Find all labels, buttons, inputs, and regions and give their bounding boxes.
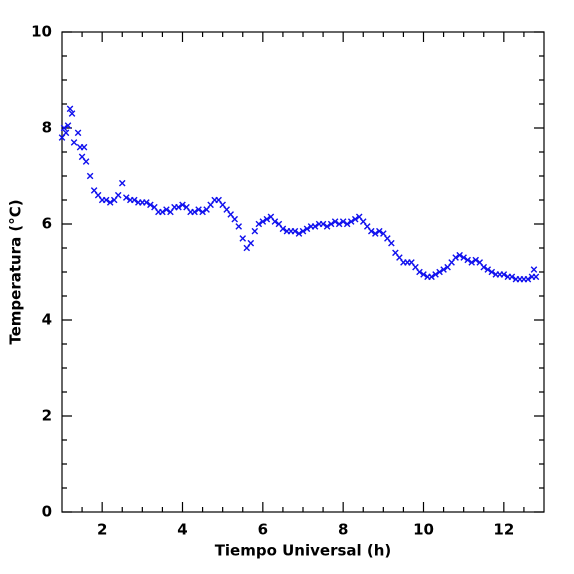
data-point: [460, 254, 467, 261]
data-point: [327, 220, 335, 228]
data-point: [235, 223, 243, 230]
y-tick-label: 2: [42, 407, 52, 425]
data-point: [279, 225, 287, 233]
y-tick-label: 10: [31, 23, 52, 41]
y-tick-label: 8: [42, 119, 52, 137]
data-point: [311, 223, 319, 230]
data-point: [464, 256, 471, 264]
data-point: [86, 172, 94, 180]
data-point: [472, 256, 480, 264]
data-point: [179, 201, 186, 209]
y-tick-label: 0: [42, 503, 52, 521]
data-point: [251, 227, 259, 235]
data-point: [147, 201, 154, 209]
data-point: [388, 239, 395, 247]
data-point: [347, 218, 355, 225]
data-point: [295, 230, 303, 237]
data-point: [143, 199, 150, 206]
data-point: [195, 206, 202, 213]
data-point: [335, 220, 343, 228]
data-point: [131, 196, 138, 204]
data-point: [456, 251, 463, 259]
data-point: [163, 206, 170, 213]
y-axis-label: Temperatura (°C): [7, 199, 25, 344]
data-point: [159, 208, 166, 216]
data-point: [102, 196, 110, 204]
data-point: [323, 223, 331, 230]
data-point: [239, 235, 247, 242]
data-point: [436, 268, 443, 276]
data-point: [68, 110, 76, 117]
y-tick-label: 6: [42, 215, 52, 233]
x-tick-label: 10: [413, 521, 434, 539]
data-point: [452, 254, 459, 261]
data-point: [440, 266, 447, 273]
data-point: [488, 268, 496, 276]
x-tick-label: 6: [258, 521, 268, 539]
data-point: [291, 227, 299, 235]
data-point: [367, 227, 375, 235]
x-tick-label: 12: [493, 521, 514, 539]
data-point: [114, 191, 122, 199]
data-point: [259, 218, 267, 225]
data-point: [530, 266, 538, 273]
data-point: [484, 266, 492, 273]
data-point: [231, 215, 239, 223]
data-point: [199, 208, 206, 216]
data-point: [66, 105, 74, 113]
x-axis-label: Tiempo Universal (h): [215, 542, 392, 560]
data-point: [80, 143, 88, 151]
data-point: [74, 129, 82, 137]
data-point: [343, 220, 351, 228]
data-point: [263, 215, 271, 223]
plot-frame: [61, 31, 545, 513]
x-tick-label: 2: [97, 521, 107, 539]
x-tick-label: 4: [177, 521, 187, 539]
data-point: [303, 225, 311, 233]
data-point: [376, 227, 383, 235]
data-point: [331, 218, 339, 225]
data-point: [480, 263, 488, 271]
data-point: [299, 227, 307, 235]
data-point: [500, 271, 508, 278]
data-point: [106, 199, 114, 206]
data-point: [532, 273, 540, 281]
data-point: [118, 179, 126, 187]
data-point: [428, 273, 435, 281]
y-tick-label: 4: [42, 311, 52, 329]
data-point: [420, 271, 427, 278]
data-point: [62, 129, 70, 137]
data-point: [255, 220, 263, 228]
data-point: [524, 275, 532, 283]
data-point: [319, 220, 327, 228]
data-point: [372, 230, 379, 237]
data-point: [70, 139, 78, 146]
data-point: [82, 158, 90, 165]
data-point: [351, 215, 359, 223]
data-point: [416, 268, 423, 276]
data-point: [432, 271, 439, 278]
data-point: [468, 259, 475, 266]
data-point: [60, 124, 68, 132]
data-point: [508, 273, 516, 281]
data-point: [271, 218, 279, 225]
data-point: [64, 122, 72, 129]
data-point: [175, 203, 182, 211]
x-tick-label: 8: [338, 521, 348, 539]
data-point: [247, 239, 255, 247]
data-point: [191, 208, 198, 216]
data-point: [339, 218, 347, 225]
data-point: [122, 194, 130, 201]
